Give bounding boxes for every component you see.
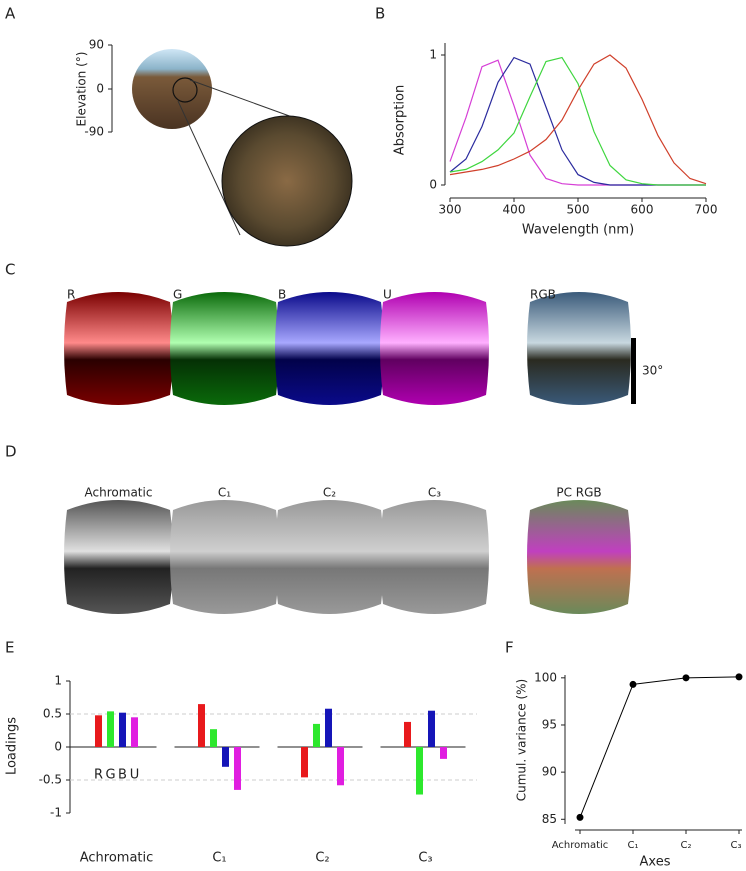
x-tick-label: 400 (503, 203, 526, 217)
point (576, 813, 584, 821)
bar (222, 747, 229, 767)
x-tick-label: C₁ (628, 840, 639, 851)
y-tick-label: 85 (542, 812, 557, 826)
bar (119, 712, 126, 747)
image (64, 500, 173, 614)
image (64, 292, 173, 405)
bar (95, 715, 102, 747)
bar (210, 729, 217, 747)
image-label: B (278, 288, 286, 302)
image (527, 292, 631, 405)
legend-label: G (105, 768, 115, 783)
tick-label: -90 (84, 125, 104, 139)
x-tick-label: Achromatic (552, 840, 609, 851)
y-tick-label: 1 (54, 674, 62, 688)
x-tick-label: Achromatic (80, 851, 154, 866)
tick-label: 0 (96, 82, 104, 96)
image-label: Achromatic (85, 486, 153, 500)
bar (337, 747, 344, 786)
bar (428, 710, 435, 747)
y-tick-label: 95 (542, 717, 557, 731)
image-label: R (67, 288, 75, 302)
curve (449, 56, 706, 186)
x-axis-label: Wavelength (nm) (522, 223, 634, 238)
image-label: G (173, 288, 182, 302)
panel-letter: B (375, 5, 385, 23)
curve (449, 56, 706, 186)
x-tick-label: C₂ (315, 851, 329, 866)
bar (416, 747, 423, 795)
curve (449, 59, 706, 186)
image-label: C₃ (428, 486, 441, 500)
y-axis-label: Cumul. variance (%) (515, 679, 529, 801)
bar (313, 723, 320, 747)
point (735, 673, 743, 681)
y-tick-label: 0 (54, 740, 62, 754)
y-tick-label: -1 (50, 806, 62, 820)
image-label: U (383, 288, 392, 302)
image (527, 500, 631, 614)
x-tick-label: C₁ (212, 851, 226, 866)
image-label: RGB (530, 288, 556, 302)
curve (449, 54, 707, 185)
y-axis-label: Absorption (393, 85, 408, 155)
bar (440, 747, 447, 759)
panel-letter: E (5, 639, 14, 657)
legend-label: U (130, 768, 140, 783)
scale-label: 30° (642, 364, 663, 378)
bar (325, 708, 332, 747)
image-label: C₂ (323, 486, 336, 500)
image-panels (64, 292, 631, 614)
x-tick-label: 700 (695, 203, 718, 217)
bar (198, 704, 205, 747)
x-tick-label: C₃ (418, 851, 432, 866)
x-tick-label: 500 (567, 203, 590, 217)
bar (131, 717, 138, 747)
panel-letter: A (5, 5, 16, 23)
y-axis-label: Loadings (5, 717, 20, 775)
bar (301, 747, 308, 778)
bar (404, 721, 411, 747)
panel-letter: F (505, 639, 514, 657)
y-tick-label: 1 (429, 48, 437, 62)
image (380, 292, 489, 405)
y-tick-label: 90 (542, 765, 557, 779)
legend-label: R (94, 768, 103, 783)
image (380, 500, 489, 614)
image (275, 500, 384, 614)
bar (234, 747, 241, 790)
y-tick-label: -0.5 (39, 773, 62, 787)
tick-label: 90 (89, 38, 104, 52)
point (629, 680, 637, 688)
x-tick-label: 300 (439, 203, 462, 217)
legend-label: B (118, 768, 127, 783)
y-tick-label: 100 (534, 670, 557, 684)
point (682, 674, 690, 682)
y-tick-label: 0.5 (43, 707, 62, 721)
panel-letter: C (5, 261, 15, 279)
image (170, 292, 279, 405)
x-tick-label: 600 (631, 203, 654, 217)
line (579, 676, 740, 818)
x-tick-label: C₃ (731, 840, 742, 851)
x-axis-label: Axes (640, 855, 671, 870)
scale-bar (631, 338, 636, 404)
x-tick-label: C₂ (681, 840, 692, 851)
image-label: PC RGB (556, 486, 601, 500)
axis-label: Elevation (°) (75, 52, 89, 127)
image-label: C₁ (218, 486, 231, 500)
y-tick-label: 0 (429, 178, 437, 192)
bar (107, 711, 114, 747)
image (170, 500, 279, 614)
image (275, 292, 384, 405)
panel-letter: D (5, 443, 17, 461)
panel-a-art (108, 44, 353, 247)
